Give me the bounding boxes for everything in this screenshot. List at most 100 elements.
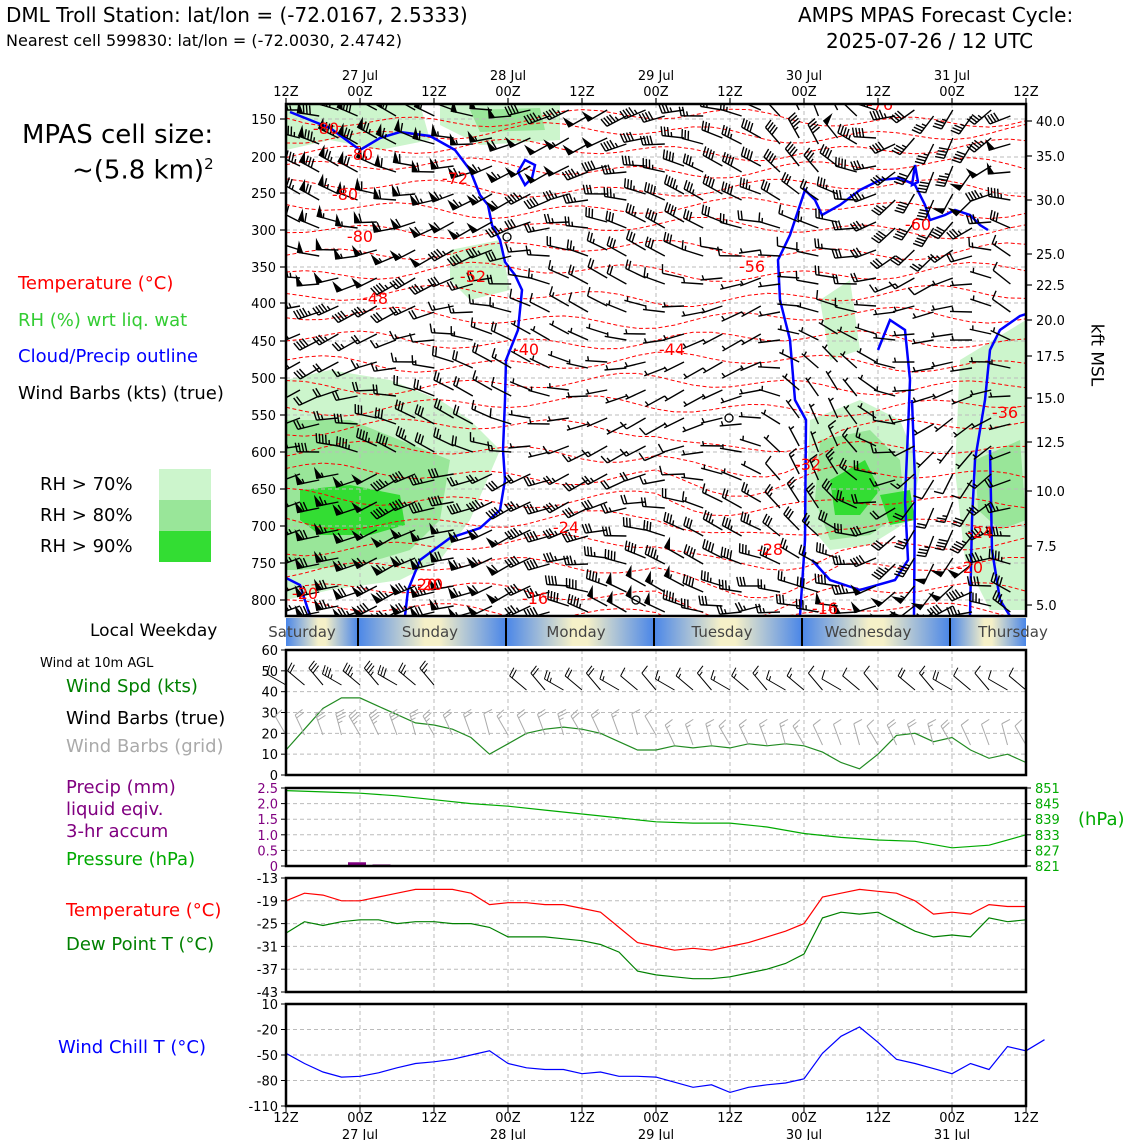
wind-barb bbox=[605, 571, 627, 593]
barb-staff bbox=[701, 578, 723, 587]
wind-barb bbox=[581, 523, 608, 534]
wind-barb bbox=[758, 337, 781, 344]
wind-barb bbox=[316, 204, 339, 223]
wind-barb bbox=[681, 491, 704, 509]
barb-full bbox=[969, 116, 978, 123]
barb-staff bbox=[902, 165, 915, 186]
barb-full bbox=[507, 502, 514, 511]
barb-full bbox=[334, 313, 342, 322]
wind-barb bbox=[663, 564, 685, 587]
barb-full bbox=[946, 231, 954, 240]
barb-staff bbox=[971, 417, 992, 429]
wind-barb bbox=[370, 506, 397, 520]
barb-staff bbox=[863, 672, 879, 691]
barb-half bbox=[313, 137, 316, 142]
barb-staff bbox=[548, 529, 570, 540]
barb-half bbox=[663, 422, 668, 427]
barb-half bbox=[912, 313, 917, 318]
wind-barb-grid bbox=[759, 718, 768, 746]
wind-barb bbox=[293, 338, 320, 351]
wind-barb bbox=[561, 531, 589, 543]
barb-full bbox=[917, 187, 927, 191]
barb-staff bbox=[779, 351, 800, 363]
barb-full bbox=[491, 564, 499, 573]
temperature-contour bbox=[286, 330, 1026, 350]
barb-half bbox=[960, 591, 965, 597]
barb-full bbox=[824, 147, 830, 157]
barb-full bbox=[510, 104, 516, 114]
barb-staff bbox=[368, 714, 379, 736]
barb-full bbox=[307, 157, 312, 167]
barb-flag bbox=[429, 598, 439, 611]
wind-barb bbox=[374, 153, 397, 173]
barb-staff bbox=[937, 221, 954, 240]
barb-staff bbox=[376, 479, 397, 492]
barb-full bbox=[764, 455, 772, 464]
barb-full bbox=[671, 592, 675, 602]
barb-full bbox=[669, 205, 674, 215]
barb-full bbox=[954, 589, 962, 598]
barb-full bbox=[701, 204, 705, 214]
barb-full bbox=[628, 231, 633, 241]
barb-full bbox=[691, 548, 696, 559]
barb-full bbox=[568, 292, 573, 302]
barb-full bbox=[401, 429, 406, 439]
barb-full bbox=[951, 545, 961, 552]
barb-staff bbox=[821, 678, 842, 691]
barb-half bbox=[733, 673, 737, 679]
wind-barb-true bbox=[752, 665, 768, 691]
wind-barb bbox=[892, 357, 915, 363]
barb-half bbox=[394, 334, 398, 339]
barb-staff bbox=[731, 675, 749, 691]
barb-half bbox=[740, 365, 745, 370]
barb-full bbox=[583, 500, 591, 510]
barb-full bbox=[841, 427, 849, 436]
barb-half bbox=[458, 170, 462, 176]
wind-barb bbox=[414, 432, 435, 453]
wind-barb bbox=[389, 330, 416, 340]
barb-full bbox=[619, 110, 626, 120]
wind-barb-true bbox=[564, 667, 583, 691]
temperature-contour bbox=[286, 138, 1026, 162]
barb-full bbox=[948, 252, 955, 262]
wind-barb bbox=[508, 443, 531, 449]
wind-barb bbox=[433, 398, 454, 419]
barb-staff bbox=[664, 183, 685, 195]
barb-full bbox=[509, 288, 513, 298]
barb-full bbox=[355, 427, 360, 438]
barb-half bbox=[803, 351, 807, 357]
barb-full bbox=[507, 530, 514, 539]
barb-staff bbox=[510, 605, 531, 616]
barb-full bbox=[562, 483, 570, 492]
barb-half bbox=[329, 156, 333, 162]
wind-barb bbox=[869, 141, 896, 154]
wind-barb-grid bbox=[1014, 719, 1027, 746]
barb-full bbox=[322, 599, 327, 609]
barb-staff bbox=[435, 104, 454, 111]
barb-full bbox=[310, 158, 315, 168]
barb-half bbox=[790, 485, 795, 490]
wind-barb bbox=[949, 535, 973, 554]
barb-half bbox=[790, 453, 795, 458]
barb-half bbox=[721, 345, 726, 350]
weekday-segment bbox=[654, 618, 802, 646]
barb-staff bbox=[701, 305, 723, 314]
wind-barb bbox=[801, 512, 819, 537]
barb-full bbox=[561, 533, 568, 543]
barb-full bbox=[937, 541, 947, 545]
barb-half bbox=[842, 559, 846, 565]
barb-full bbox=[721, 579, 724, 590]
barb-flag bbox=[276, 529, 284, 537]
barb-half bbox=[779, 271, 782, 277]
wind-barb bbox=[605, 300, 627, 313]
wind-barb bbox=[449, 132, 473, 146]
barb-staff bbox=[625, 389, 646, 400]
barb-full bbox=[669, 177, 674, 187]
barb-flag bbox=[605, 571, 612, 586]
top-date-label: 30 Jul bbox=[786, 69, 822, 84]
barb-staff bbox=[931, 361, 953, 368]
barb-staff bbox=[348, 715, 361, 736]
barb-full bbox=[471, 584, 479, 594]
barb-full bbox=[608, 114, 616, 123]
wind-barb bbox=[681, 278, 704, 285]
